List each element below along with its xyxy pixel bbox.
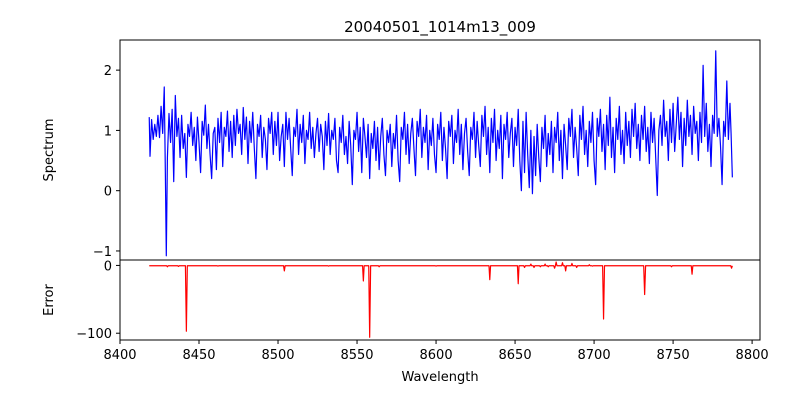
x-tick-label: 8700: [578, 348, 611, 363]
error-y-tick-label: −100: [76, 327, 112, 342]
error-series: [149, 261, 733, 338]
x-tick-label: 8750: [657, 348, 690, 363]
error-axes-frame: [119, 259, 761, 341]
x-tick-label: 8600: [420, 348, 453, 363]
spectrum-y-tick-label: 0: [104, 185, 112, 200]
error-y-tick-label: 0: [104, 259, 112, 274]
x-tick-label: 8800: [736, 348, 769, 363]
x-tick-label: 8500: [261, 348, 294, 363]
spectrum-series: [148, 50, 733, 257]
x-tick-label: 8550: [340, 348, 373, 363]
spectrum-line: [148, 50, 733, 257]
x-tick-label: 8450: [182, 348, 215, 363]
spectrum-y-tick-label: −1: [93, 245, 112, 260]
error-panel: Error Wavelength 0−100 8400 8450 8500 8550 8…: [42, 259, 769, 385]
error-line: [149, 261, 733, 338]
error-y-axis-label: Error: [42, 284, 57, 316]
x-tick-label: 8400: [103, 348, 136, 363]
spectrum-y-tick-label: 2: [104, 64, 112, 79]
x-axis-label: Wavelength: [401, 370, 478, 385]
spectrum-y-axis-label: Spectrum: [42, 119, 57, 182]
spectrum-y-ticks: −1 0 1 2: [93, 64, 120, 260]
chart-title: 20040501_1014m13_009: [344, 18, 536, 37]
error-y-ticks: 0 −100: [76, 259, 120, 342]
spectrum-panel: 20040501_1014m13_009 Spectrum −1 0 1 2: [42, 18, 761, 261]
x-tick-label: 8650: [499, 348, 532, 363]
error-x-ticks: 8400 8450 8500 8550 8600 8650 8700 8750 8800: [103, 340, 769, 363]
spectrum-y-tick-label: 1: [104, 124, 112, 139]
